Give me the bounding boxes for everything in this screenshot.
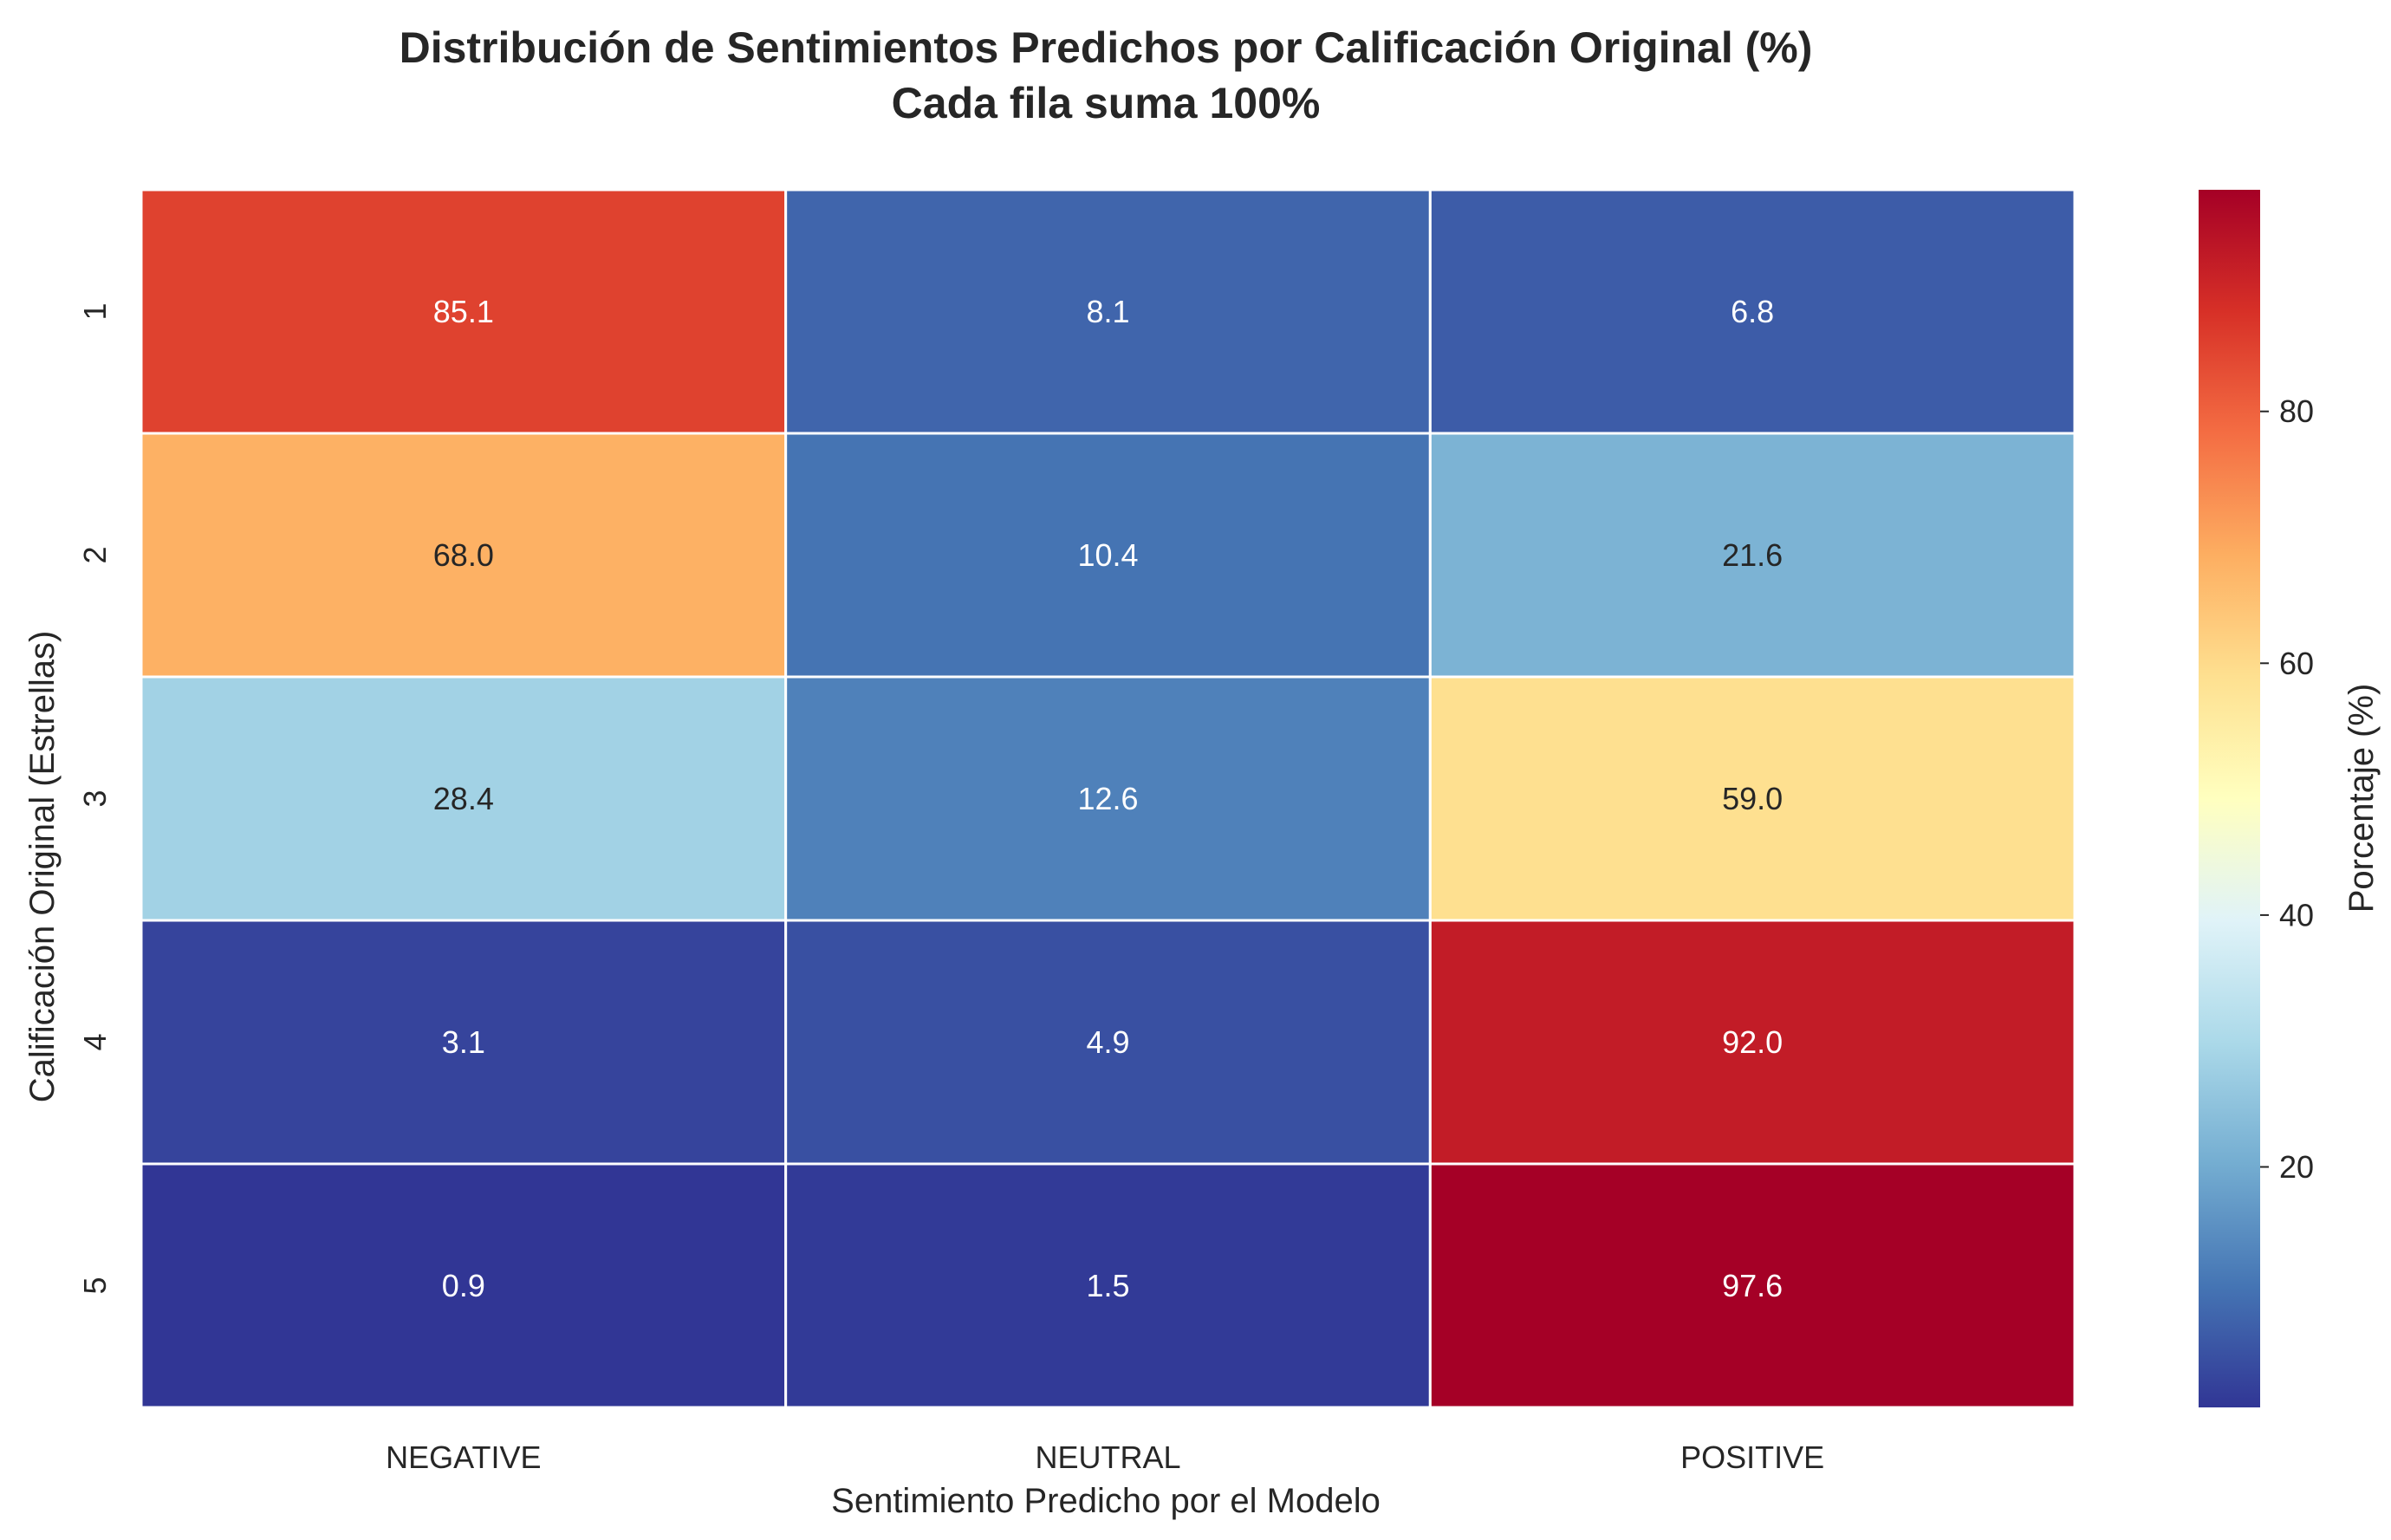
x-tick-label: NEUTRAL — [1035, 1439, 1180, 1475]
cell-value-label: 3.1 — [442, 1024, 485, 1060]
colorbar-label: Porcentaje (%) — [2342, 684, 2381, 913]
x-tick-label: POSITIVE — [1680, 1439, 1824, 1475]
y-tick-label: 1 — [77, 302, 113, 320]
cell-value-label: 21.6 — [1722, 537, 1783, 573]
heatmap-cell-1-negative — [140, 188, 788, 435]
colorbar-tick-label: 60 — [2279, 646, 2314, 681]
y-tick-label: 3 — [77, 789, 113, 807]
heatmap-cell-labels: 85.1 8.1 6.8 68.0 10.4 21.6 28.4 12.6 59.0 3.1 4.9… — [433, 294, 1783, 1303]
heatmap-cell-3-neutral — [784, 675, 1432, 922]
heatmap-cell-5-neutral — [784, 1162, 1432, 1409]
colorbar-ticks: 20 40 60 80 — [2260, 393, 2314, 1185]
cell-value-label: 0.9 — [442, 1268, 485, 1303]
x-axis-label: Sentimiento Predicho por el Modelo — [831, 1482, 1381, 1520]
colorbar-tick-label: 80 — [2279, 393, 2314, 429]
cell-value-label: 92.0 — [1722, 1024, 1783, 1060]
heatmap-cell-2-neutral — [784, 432, 1432, 679]
heatmap-cell-5-negative — [140, 1162, 788, 1409]
colorbar — [2199, 190, 2260, 1407]
heatmap-cell-4-positive — [1428, 919, 2076, 1166]
heatmap-cell-2-negative — [140, 432, 788, 679]
heatmap-cell-4-negative — [140, 919, 788, 1166]
heatmap-cell-1-positive — [1428, 188, 2076, 435]
chart-subtitle: Cada fila suma 100% — [892, 79, 1321, 127]
colorbar-tick-label: 20 — [2279, 1149, 2314, 1185]
x-tick-label: NEGATIVE — [386, 1439, 541, 1475]
heatmap-cell-5-positive — [1428, 1162, 2076, 1409]
cell-value-label: 6.8 — [1731, 294, 1774, 329]
heatmap-cell-1-neutral — [784, 188, 1432, 435]
cell-value-label: 28.4 — [433, 781, 494, 816]
y-tick-label: 5 — [77, 1277, 113, 1294]
cell-value-label: 12.6 — [1077, 781, 1138, 816]
chart-title: Distribución de Sentimientos Predichos p… — [400, 23, 1813, 72]
cell-value-label: 4.9 — [1086, 1024, 1129, 1060]
heatmap-cell-2-positive — [1428, 432, 2076, 679]
cell-value-label: 59.0 — [1722, 781, 1783, 816]
y-axis-ticks: 1 2 3 4 5 — [77, 302, 113, 1294]
y-axis-label: Calificación Original (Estrellas) — [23, 631, 62, 1103]
cell-value-label: 1.5 — [1086, 1268, 1129, 1303]
cell-value-label: 97.6 — [1722, 1268, 1783, 1303]
cell-value-label: 85.1 — [433, 294, 494, 329]
cell-value-label: 68.0 — [433, 537, 494, 573]
x-axis-ticks: NEGATIVE NEUTRAL POSITIVE — [386, 1439, 1824, 1475]
y-tick-label: 4 — [77, 1033, 113, 1050]
cell-value-label: 8.1 — [1086, 294, 1129, 329]
cell-value-label: 10.4 — [1077, 537, 1138, 573]
y-tick-label: 2 — [77, 546, 113, 563]
heatmap-cells — [140, 188, 2076, 1409]
colorbar-tick-label: 40 — [2279, 897, 2314, 932]
